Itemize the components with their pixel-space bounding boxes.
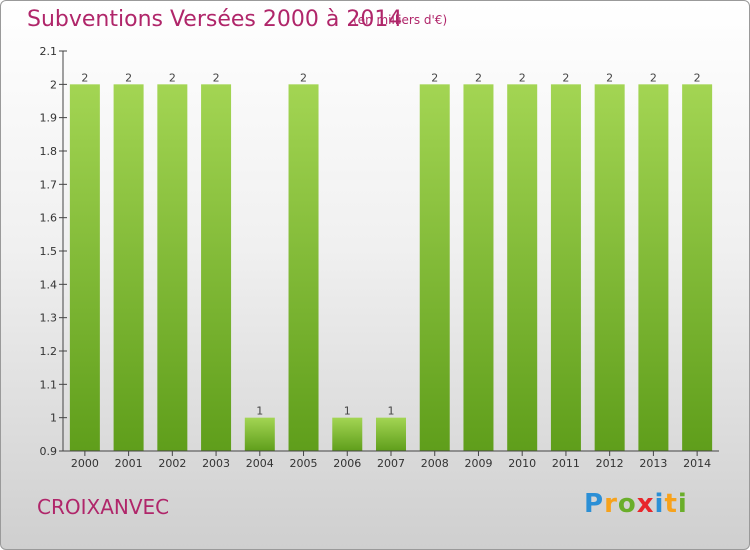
bar (157, 84, 188, 451)
bars-group (69, 84, 713, 451)
proxiti-logo: Proxiti (584, 489, 688, 519)
x-tick-label: 2002 (158, 457, 186, 470)
bar-value-label: 1 (256, 405, 263, 418)
x-tick-label: 2009 (464, 457, 492, 470)
bar (332, 417, 363, 451)
bar-value-label: 2 (606, 71, 613, 84)
bar (288, 84, 319, 451)
chart-title: Subventions Versées 2000 à 2014 (27, 7, 403, 32)
bar-value-label: 2 (650, 71, 657, 84)
bar-value-label: 2 (694, 71, 701, 84)
bar-value-label: 2 (475, 71, 482, 84)
bar (463, 84, 494, 451)
chart-subtitle: (en milliers d'€) (353, 13, 448, 27)
axes-group (59, 50, 719, 456)
commune-name: CROIXANVEC (37, 495, 170, 519)
y-tick-label: 1.5 (40, 245, 58, 258)
x-tick-label: 2000 (71, 457, 99, 470)
bar-value-label: 2 (300, 71, 307, 84)
bar-value-label: 1 (344, 405, 351, 418)
bar (507, 84, 538, 451)
y-tick-label: 1.7 (40, 178, 58, 191)
y-tick-label: 0.9 (40, 445, 58, 458)
bar-value-label: 2 (431, 71, 438, 84)
y-tick-label: 1.6 (40, 212, 58, 225)
bar (113, 84, 144, 451)
bar-value-label: 1 (388, 405, 395, 418)
x-tick-label: 2005 (290, 457, 318, 470)
logo-letter: r (604, 489, 618, 519)
bar-value-label: 2 (213, 71, 220, 84)
x-tick-label: 2004 (246, 457, 274, 470)
bar (682, 84, 713, 451)
x-tick-label: 2010 (508, 457, 536, 470)
x-tick-label: 2011 (552, 457, 580, 470)
bar (594, 84, 625, 451)
y-tick-label: 1.1 (40, 378, 58, 391)
bar (638, 84, 669, 451)
x-tick-label: 2003 (202, 457, 230, 470)
y-tick-label: 1 (50, 412, 57, 425)
y-tick-label: 1.9 (40, 112, 58, 125)
x-tick-label: 2014 (683, 457, 711, 470)
bar (244, 417, 275, 451)
x-tick-label: 2001 (115, 457, 143, 470)
bar (550, 84, 581, 451)
bar (69, 84, 100, 451)
logo-letter: i (677, 489, 688, 519)
bar-value-label: 2 (562, 71, 569, 84)
bar (376, 417, 406, 451)
bar (201, 84, 232, 451)
y-tick-label: 1.2 (40, 345, 58, 358)
y-tick-label: 1.8 (40, 145, 58, 158)
bar-value-label: 2 (81, 71, 88, 84)
logo-letter: x (636, 489, 655, 519)
y-tick-label: 1.3 (40, 312, 58, 325)
x-tick-label: 2012 (596, 457, 624, 470)
logo-letter: i (654, 489, 665, 519)
y-tick-label: 2.1 (40, 45, 58, 58)
bar-value-label: 2 (169, 71, 176, 84)
bar (419, 84, 450, 451)
y-tick-label: 1.4 (40, 278, 58, 291)
logo-letter: o (617, 489, 637, 519)
x-tick-label: 2008 (421, 457, 449, 470)
x-tick-label: 2006 (333, 457, 361, 470)
labels-group: 0.9 1 1.1 1.2 1.3 1.4 1.5 1.6 1.7 1.8 1.9 2 2.1 2000 2… (40, 45, 712, 470)
y-tick-label: 2 (50, 78, 57, 91)
bar-value-label: 2 (519, 71, 526, 84)
logo-letter: t (664, 489, 678, 519)
x-tick-label: 2007 (377, 457, 405, 470)
bar-value-label: 2 (125, 71, 132, 84)
logo-letter: P (584, 489, 605, 519)
x-tick-label: 2013 (639, 457, 667, 470)
